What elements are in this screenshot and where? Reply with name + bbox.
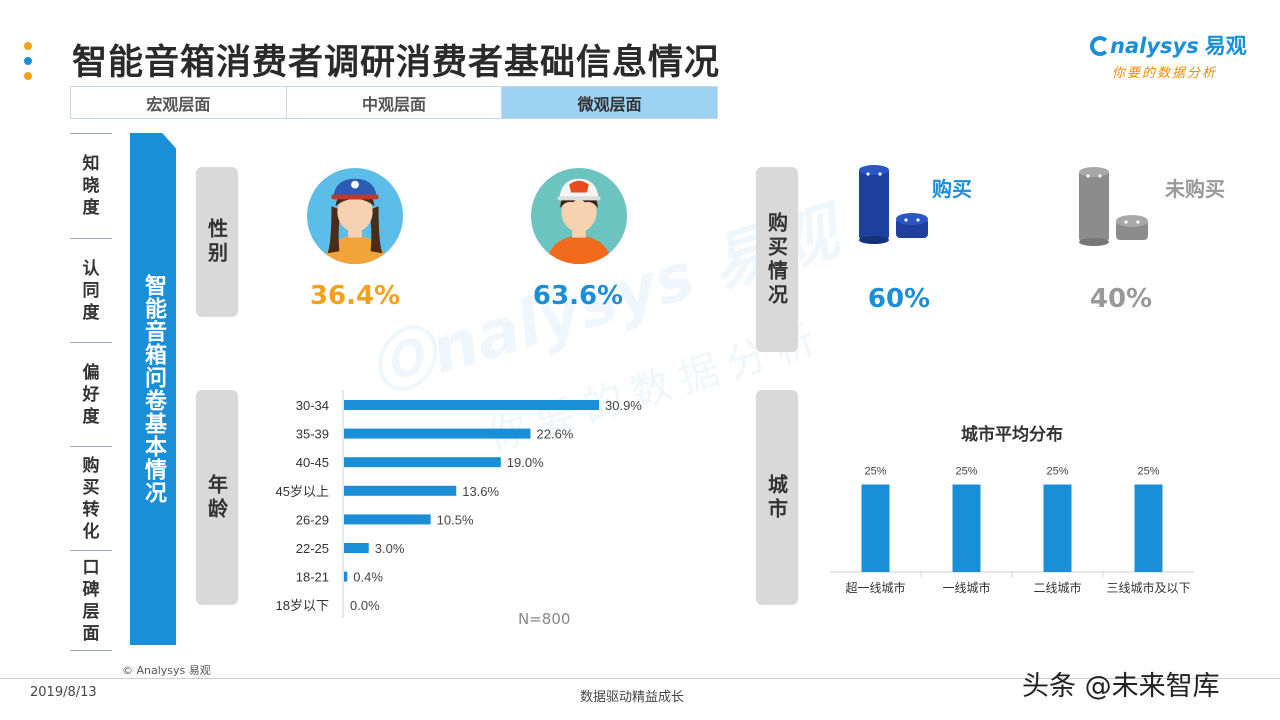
not-bought-label: 未购买 <box>1165 177 1225 201</box>
source-watermark: 头条 @未来智库 <box>1022 671 1220 702</box>
title-dots <box>24 42 34 87</box>
city-tick-label: 二线城市 <box>1033 580 1081 595</box>
age-tick-label: 18-21 <box>296 570 329 585</box>
city-bar <box>861 484 890 572</box>
city-tick-label: 三线城市及以下 <box>1106 580 1190 595</box>
age-data-label: 22.6% <box>537 427 574 442</box>
not-bought-percent: 40% <box>1089 284 1153 314</box>
age-tick-label: 18岁以下 <box>276 598 329 613</box>
nav-item-label: 购买转化 <box>82 455 100 542</box>
city-tick-label: 超一线城市 <box>845 580 905 595</box>
footer-date: 2019/8/13 <box>30 685 97 700</box>
male-avatar-icon <box>530 167 628 265</box>
age-data-label: 3.0% <box>375 541 405 556</box>
age-tick-label: 45岁以上 <box>276 484 329 499</box>
logo-ring-icon <box>1090 36 1110 56</box>
footer-slogan: 数据驱动精益成长 <box>580 690 685 705</box>
age-data-label: 0.4% <box>353 570 383 585</box>
section-gender-label: 性别 <box>196 167 238 317</box>
nav-item-label: 口碑层面 <box>82 557 100 644</box>
section-age-label: 年龄 <box>196 390 238 605</box>
tab-meso[interactable]: 中观层面 <box>286 87 503 118</box>
city-data-label: 25% <box>864 466 886 478</box>
city-bar <box>1134 484 1163 572</box>
age-bar <box>344 428 531 439</box>
age-bar <box>344 400 599 410</box>
city-data-label: 25% <box>955 466 977 478</box>
city-bar <box>952 484 981 572</box>
nav-item-label: 认同度 <box>82 258 100 323</box>
logo-tagline: 你要的数据分析 <box>1112 66 1218 81</box>
page-title: 智能音箱消费者调研消费者基础信息情况 <box>72 43 721 83</box>
city-bar-chart: 25% 超一线城市 25% 一线城市 25% 二线城市 25% 三线城市及以下 <box>830 466 1194 595</box>
copyright: © Analysys 易观 <box>122 664 211 677</box>
nav-reputation[interactable]: 口碑层面 <box>70 550 112 651</box>
age-bar <box>344 514 431 525</box>
age-bar <box>344 543 369 553</box>
smart-speaker-bought-icon <box>859 165 928 244</box>
age-bar <box>344 571 348 582</box>
ribbon-text: 智能音箱问卷基本情况 <box>141 274 166 504</box>
smart-speaker-not-bought-icon <box>1079 167 1148 246</box>
age-data-label: 19.0% <box>507 455 544 470</box>
female-avatar-icon <box>306 167 404 265</box>
city-data-label: 25% <box>1046 466 1068 478</box>
analysys-logo: nalysys 易观 你要的数据分析 <box>1090 30 1260 81</box>
section-purchase-label: 购买情况 <box>756 167 798 352</box>
footer-divider <box>0 678 1280 679</box>
age-bar <box>344 457 501 468</box>
dot-orange-2 <box>24 72 32 80</box>
city-tick-label: 一线城市 <box>942 580 990 595</box>
male-percent: 63.6% <box>532 281 624 311</box>
age-bar <box>344 485 457 496</box>
age-data-label: 0.0% <box>350 598 380 613</box>
city-bar <box>1043 484 1072 572</box>
nav-item-label: 偏好度 <box>82 362 100 427</box>
age-data-label: 30.9% <box>605 398 642 413</box>
bought-percent: 60% <box>867 284 931 314</box>
tab-macro[interactable]: 宏观层面 <box>71 87 287 118</box>
nav-awareness[interactable]: 知晓度 <box>70 133 112 238</box>
female-percent: 36.4% <box>309 281 401 311</box>
age-tick-label: 30-34 <box>296 398 329 413</box>
city-chart-title: 城市平均分布 <box>961 425 1063 445</box>
bought-label: 购买 <box>932 177 972 201</box>
nav-preference[interactable]: 偏好度 <box>70 342 112 446</box>
sample-size: N=800 <box>518 610 571 628</box>
age-tick-label: 26-29 <box>296 512 329 527</box>
logo-brand-cn: 易观 <box>1204 34 1247 58</box>
dot-blue <box>24 57 32 65</box>
nav-conversion[interactable]: 购买转化 <box>70 446 112 550</box>
city-data-label: 25% <box>1137 466 1159 478</box>
age-tick-label: 35-39 <box>296 427 329 442</box>
dot-orange-1 <box>24 42 32 50</box>
survey-ribbon: 智能音箱问卷基本情况 <box>130 133 176 645</box>
nav-recognition[interactable]: 认同度 <box>70 238 112 342</box>
age-tick-label: 40-45 <box>296 455 329 470</box>
age-bar-chart: 30-34 30.9% 35-39 22.6% 40-45 19.0% 45岁以上 13.6%… <box>276 390 642 618</box>
age-data-label: 13.6% <box>462 484 499 499</box>
age-tick-label: 22-25 <box>296 541 329 556</box>
tab-micro[interactable]: 微观层面 <box>502 87 718 118</box>
logo-brand: nalysys <box>1110 34 1199 58</box>
nav-item-label: 知晓度 <box>82 154 100 218</box>
level-tabs: 宏观层面 中观层面 微观层面 <box>70 86 718 119</box>
section-city-label: 城市 <box>756 390 798 605</box>
age-data-label: 10.5% <box>437 512 474 527</box>
